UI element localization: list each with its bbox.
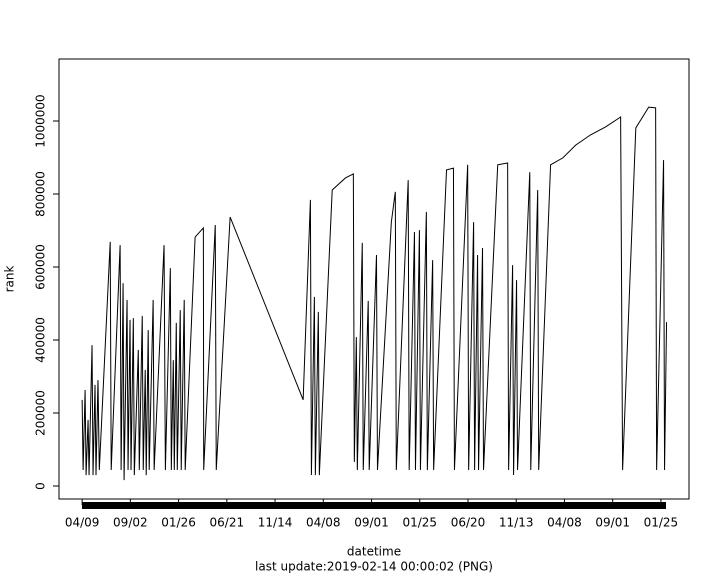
caption: last update:2019-02-14 00:00:02 (PNG)	[255, 560, 493, 574]
x-tick-label: 04/09	[65, 516, 100, 530]
x-tick-label: 01/26	[161, 516, 196, 530]
x-tick-label: 06/21	[210, 516, 245, 530]
x-tick-label: 11/13	[499, 516, 534, 530]
y-tick-label: 0	[34, 482, 48, 490]
y-tick-label: 1000000	[34, 94, 48, 147]
x-tick-label: 06/20	[451, 516, 486, 530]
x-tick-label: 09/02	[113, 516, 148, 530]
y-tick-label: 200000	[34, 390, 48, 436]
x-tick-label: 09/01	[595, 516, 630, 530]
x-tick-label: 11/14	[258, 516, 293, 530]
y-axis-label: rank	[3, 266, 17, 293]
x-tick-label: 04/08	[306, 516, 341, 530]
y-tick-label: 800000	[34, 171, 48, 217]
x-tick-label: 09/01	[354, 516, 389, 530]
x-tick-label: 01/25	[644, 516, 679, 530]
plot-box	[58, 58, 690, 500]
y-tick-label: 600000	[34, 244, 48, 290]
x-tick-label: 04/08	[547, 516, 582, 530]
x-tick-label: 01/25	[402, 516, 437, 530]
rug	[82, 502, 666, 509]
y-tick-label: 400000	[34, 317, 48, 363]
data-line	[81, 106, 668, 481]
x-axis-label: datetime	[347, 545, 401, 559]
